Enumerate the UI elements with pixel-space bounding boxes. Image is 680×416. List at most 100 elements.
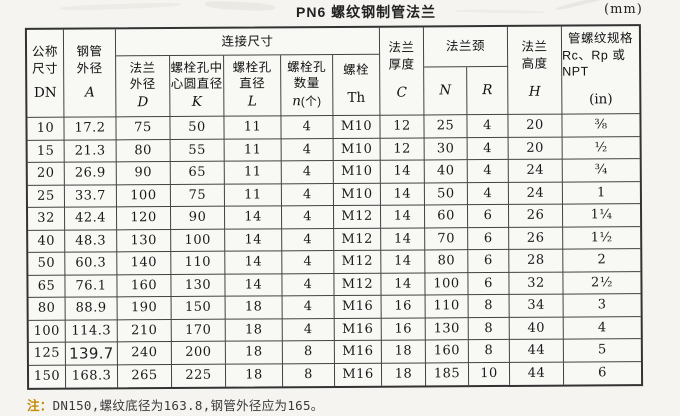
table-cell: 210 [117, 319, 172, 343]
table-cell: 14 [380, 205, 426, 229]
table-cell: 40 [509, 317, 564, 340]
header-cell-bolt-hole-dia: 螺栓孔 直径 L [224, 55, 282, 117]
table-cell: 18 [225, 341, 283, 365]
table-cell: 24 [508, 182, 563, 205]
table-cell: 4 [282, 250, 335, 274]
header-cell-pipe-thread-spec: 管螺纹规格 Rc、Rp 或 NPT (in) [561, 26, 640, 115]
table-cell: 4 [282, 273, 335, 297]
header-text: 法兰 [521, 40, 548, 55]
table-cell: 240 [117, 341, 172, 365]
header-symbol: R [482, 81, 493, 98]
table-cell: 3 [563, 294, 641, 318]
scan-artifact [454, 9, 546, 14]
table-cell: 14 [381, 227, 426, 251]
table-cell: 17.2 [64, 117, 117, 141]
header-text: 螺栓孔 [232, 60, 272, 75]
table-cell: 14 [225, 228, 283, 252]
table-cell: 30 [424, 137, 468, 161]
table-cell: 6 [468, 272, 510, 296]
table-cell: 65 [170, 161, 225, 185]
table-cell: 125 [28, 342, 66, 366]
table-cell: 4 [467, 114, 509, 138]
table-cell: 55 [170, 139, 225, 162]
table-cell: M16 [334, 295, 382, 319]
table-cell: 11 [224, 116, 282, 140]
table-cell: 50 [424, 182, 468, 206]
header-symbol: C [396, 84, 408, 101]
flange-table: 公称 尺寸 DN 钢管 外径 A 连接尺寸 法兰 外径 D 螺栓孔中 心圆直径 … [24, 24, 644, 390]
header-text: Rc、Rp 或 NPT [562, 47, 626, 79]
table-cell: 75 [116, 116, 171, 140]
table-cell: 80 [116, 139, 171, 163]
table-cell: 14 [381, 250, 426, 274]
table-cell: 114.3 [65, 319, 118, 343]
table-cell: 40 [28, 230, 66, 253]
header-symbol: H [528, 83, 541, 100]
table-cell: 25 [424, 115, 468, 138]
table-cell: M12 [334, 228, 382, 251]
table-cell: 42.4 [64, 207, 118, 231]
header-cell-bolt-thread: 螺栓 Th [333, 54, 381, 117]
header-cell-bolt-hole-count: 螺栓孔 数量 n(个) [281, 55, 334, 117]
table-cell: 168.3 [65, 364, 119, 388]
table-cell: 100 [171, 229, 226, 252]
table-cell: 5 [563, 339, 641, 363]
table-cell: 130 [171, 274, 226, 297]
header-cell-flange-od: 法兰 外径 D [116, 55, 171, 118]
header-symbol-unit: (个) [300, 96, 322, 109]
header-symbol: L [247, 93, 257, 110]
table-cell: 4 [282, 228, 335, 252]
table-cell: 2 [563, 249, 641, 273]
table-cell: 160 [117, 274, 172, 298]
table-cell: 4 [281, 183, 334, 207]
header-symbol-n: n [292, 93, 301, 110]
table-cell: 6 [468, 249, 510, 273]
table-cell: 14 [380, 160, 425, 184]
table-cell: 20 [508, 114, 563, 138]
table-cell: 60.3 [65, 252, 118, 276]
table-cell: M10 [333, 160, 381, 184]
table-cell: 12 [380, 137, 425, 161]
table-cell: 14 [225, 251, 283, 275]
table-cell: 26 [508, 204, 564, 228]
table-cell: 14 [225, 273, 283, 297]
header-cell-neck-r: R [467, 66, 509, 116]
table-cell: 8 [282, 340, 335, 364]
table-cell: 48.3 [65, 229, 118, 253]
table-cell: 24 [508, 159, 563, 183]
table-cell: 50 [28, 252, 66, 276]
table-cell: M10 [333, 138, 381, 162]
table-cell: 20 [508, 137, 563, 160]
header-text: 厚度 [388, 57, 415, 72]
unit-label: (mm) [604, 2, 643, 17]
table-cell: 4 [282, 318, 335, 342]
table-cell: 90 [170, 206, 226, 230]
header-symbol: n(个) [292, 94, 321, 112]
header-symbol: K [191, 94, 202, 111]
table-cell: 26.9 [64, 162, 117, 186]
header-cell-bolt-circle: 螺栓孔中 心圆直径 K [170, 55, 225, 117]
footnote-text: DN150,螺纹底径为163.8,钢管外径应为165。 [52, 398, 324, 413]
table-cell: M16 [334, 340, 382, 364]
table-cell: 25 [27, 185, 65, 208]
table-cell: 4 [563, 316, 641, 340]
table-cell: M12 [334, 250, 382, 274]
table-cell: 4 [281, 161, 334, 184]
header-symbol: D [137, 94, 149, 111]
header-cell-dn: 公称 尺寸 DN [26, 29, 65, 118]
table-cell: 6 [467, 204, 510, 228]
header-text: 钢管 [76, 44, 103, 60]
header-text: 数量 [293, 76, 320, 91]
header-text: 外径 [129, 77, 156, 92]
table-cell: 88.9 [65, 297, 118, 321]
table-cell: 1½ [563, 226, 641, 250]
table-cell: 110 [425, 295, 469, 318]
table-cell: 4 [467, 159, 509, 183]
table-cell: 60 [424, 205, 469, 228]
header-cell-neck-n: N [424, 67, 468, 116]
table-cell: 190 [117, 296, 172, 320]
table-cell: 8 [282, 363, 336, 387]
table-cell: 4 [467, 182, 509, 206]
header-text: 螺栓 [343, 62, 370, 78]
table-cell: 4 [281, 138, 334, 162]
